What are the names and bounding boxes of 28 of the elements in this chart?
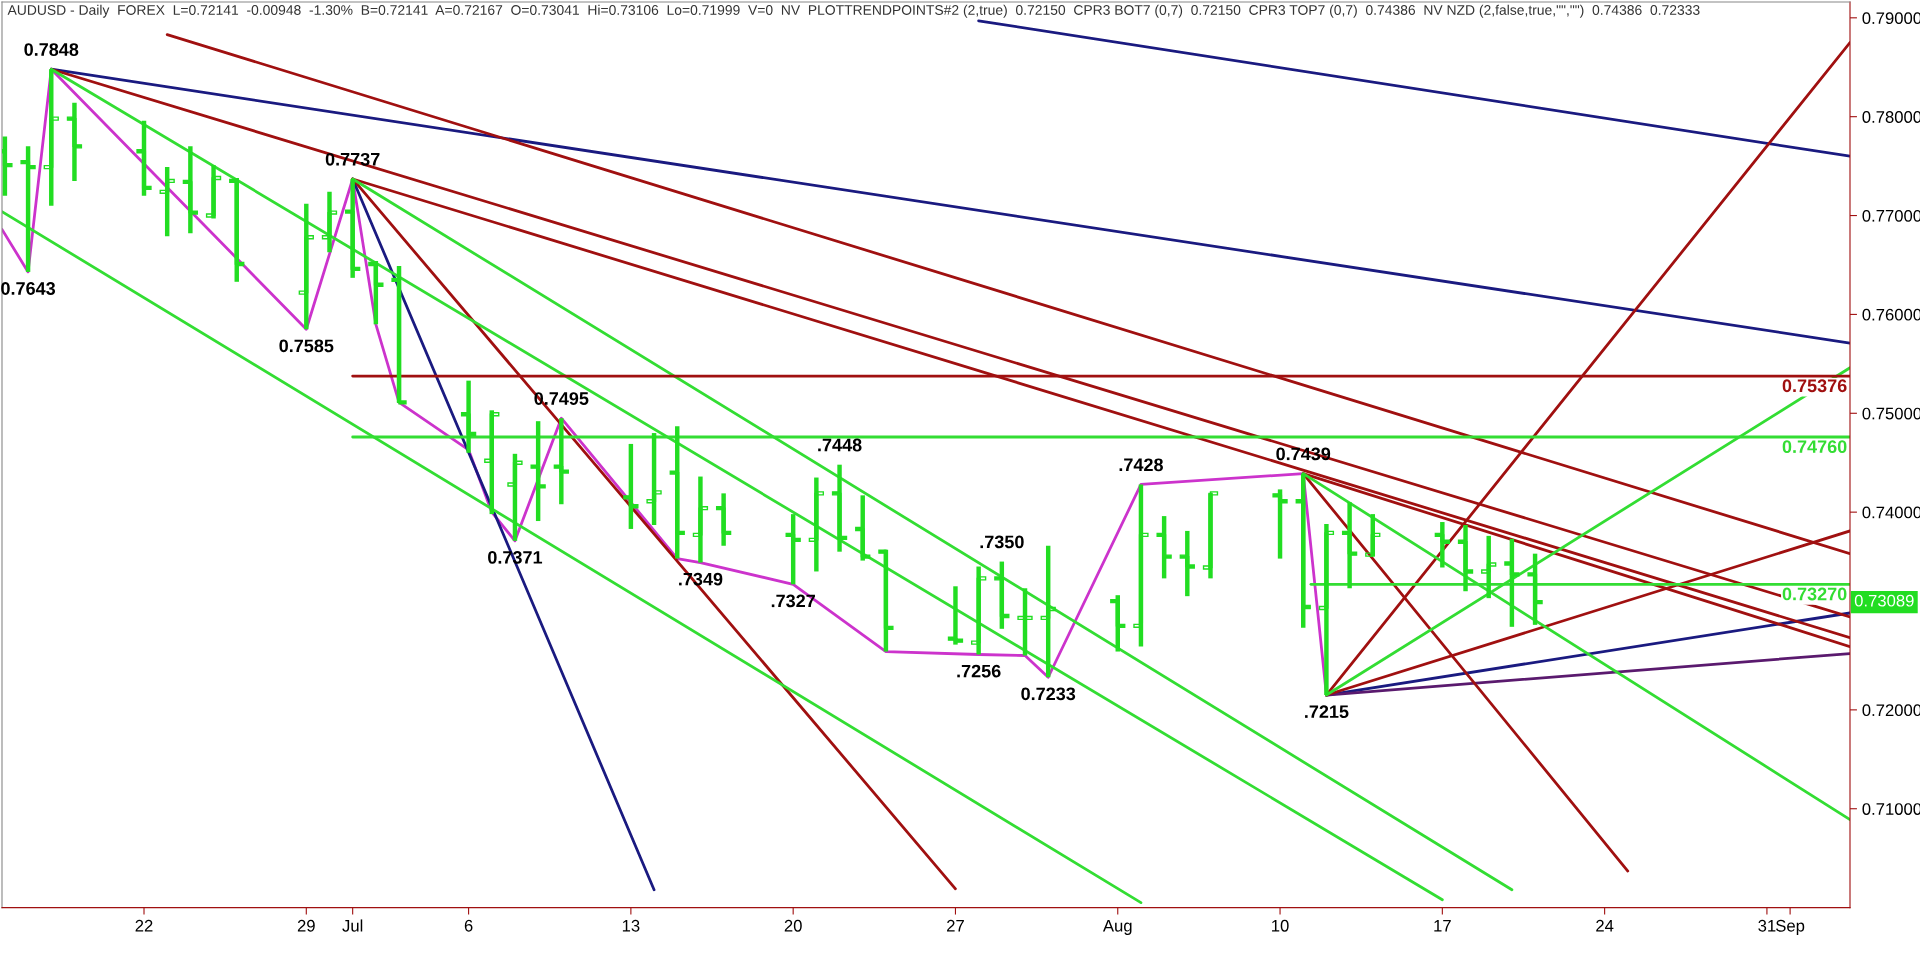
x-tick-label: 22: [135, 919, 153, 932]
annotation: .7350: [980, 535, 1024, 549]
x-tick-label: 13: [622, 919, 640, 932]
x-tick-label: Sep: [1776, 919, 1805, 935]
x-tick-label: 10: [1272, 919, 1289, 932]
annotation: .7448: [818, 438, 862, 452]
annotation: .7256: [957, 664, 1001, 678]
x-tick-label: 20: [784, 919, 802, 932]
annotation: 0.7585: [279, 339, 334, 353]
x-tick-label: 24: [1596, 919, 1614, 932]
x-tick-label: 31: [1758, 919, 1776, 932]
text: 0.73089: [1854, 594, 1914, 607]
series-label: 0.75376: [1782, 379, 1847, 393]
annotation: 0.7643: [1, 282, 56, 295]
x-tick-label: 6: [464, 919, 473, 932]
annotation: 0.7848: [24, 43, 79, 56]
x-tick-label: 29: [297, 919, 315, 932]
annotation: .7428: [1119, 458, 1163, 472]
series-label: 0.73270: [1782, 587, 1847, 601]
annotation: .7215: [1305, 705, 1349, 719]
x-tick-label: 17: [1434, 920, 1451, 932]
chart-title: AUDUSD - Daily FOREX L=0.72141 -0.00948 -1.30% B=0.72141 A=0.72167 O=0.73041 Hi=0.73106 Lo=0.71999 V=0 NV PLOTTRENDPOINTS#2 (2,true) 0.72150 CPR3 BOT7 (0,7) 0.72150 CPR3 TOP7 (0,7) 0.74386 NV NZD (2,false,true,"","") 0.74386 0.72333: [7, 4, 1700, 18]
annotation: .7327: [771, 594, 815, 608]
x-tick-label: 27: [947, 919, 964, 932]
series-label: 0.74760: [1782, 440, 1847, 454]
x-tick-label: Aug: [1102, 920, 1132, 935]
x-tick-label: Jul: [342, 919, 363, 932]
annotation: 0.7233: [1021, 687, 1076, 701]
